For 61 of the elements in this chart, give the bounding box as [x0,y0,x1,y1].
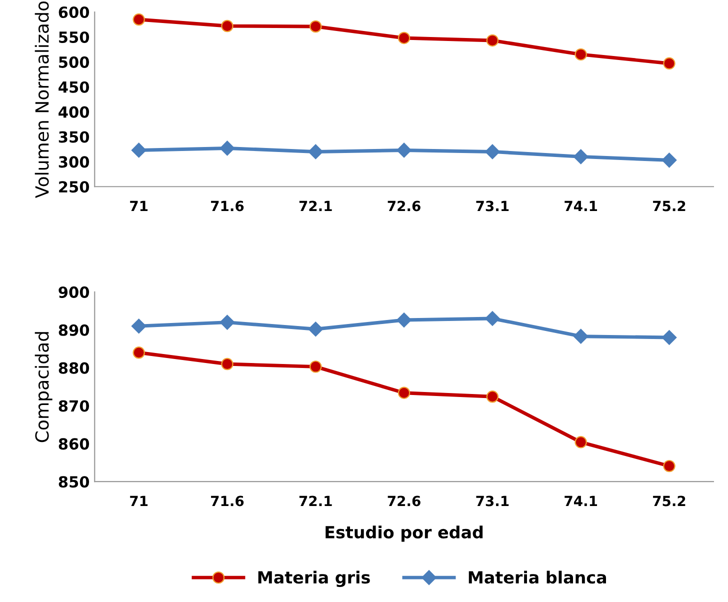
y-tick-label: 600 [58,6,90,18]
x-tick-label: 72.6 [388,200,420,212]
point [310,20,322,33]
point [132,13,145,26]
x-tick-label: 75.2 [653,200,686,212]
point [485,144,500,160]
y-tick-label: 870 [58,400,90,412]
x-tick-label: 73.1 [476,200,509,212]
y-tick-label: 550 [59,31,90,43]
y-axis-title: Compacidad [34,332,52,442]
y-tick-label: 500 [59,56,90,68]
point [396,142,412,158]
point [131,318,146,334]
y-tick-label: 300 [58,156,90,168]
point [574,436,587,448]
y-tick-label: 400 [58,106,90,118]
y-tick-label: 860 [58,438,90,450]
point [662,152,677,168]
x-tick-label: 74.1 [564,200,598,212]
point [310,360,322,373]
point [398,386,410,399]
y-tick-label: 450 [58,81,90,93]
point [486,34,499,47]
point [221,358,234,370]
point [485,311,500,326]
x-tick-label: 72.1 [299,200,332,212]
point [220,314,235,330]
point [221,20,234,32]
point [132,346,145,359]
point [663,57,676,70]
legend-label: Materia blanca [468,570,606,584]
x-tick-label: 71 [130,496,148,506]
y-tick-label: 880 [58,362,90,374]
y-tick-label: 250 [59,181,90,193]
x-tick-label: 73.1 [476,496,509,506]
x-tick-label: 72.1 [299,496,332,506]
point [662,330,677,345]
point [398,32,410,44]
y-tick-label: 350 [58,131,90,143]
legend-label: Materia gris [258,570,370,587]
point [131,142,146,158]
x-tick-label: 71 [130,200,148,212]
point [308,322,324,337]
y-tick-label: 850 [58,476,90,488]
x-tick-label: 75.2 [653,496,686,506]
point [396,312,412,328]
x-tick-label: 71.6 [211,200,244,212]
y-tick-label: 890 [58,324,90,336]
point [663,460,676,472]
y-axis-title: Volumen Normalizado [34,1,49,198]
point [573,328,588,344]
x-tick-label: 72.6 [388,496,420,506]
point [574,48,587,61]
y-tick-label: 900 [58,286,90,298]
point [486,390,499,403]
point [308,144,324,160]
point [573,149,588,164]
x-axis-title: Estudio por edad [326,526,483,542]
x-tick-label: 71.6 [211,496,244,506]
x-tick-label: 74.1 [564,496,598,506]
point [220,140,235,156]
